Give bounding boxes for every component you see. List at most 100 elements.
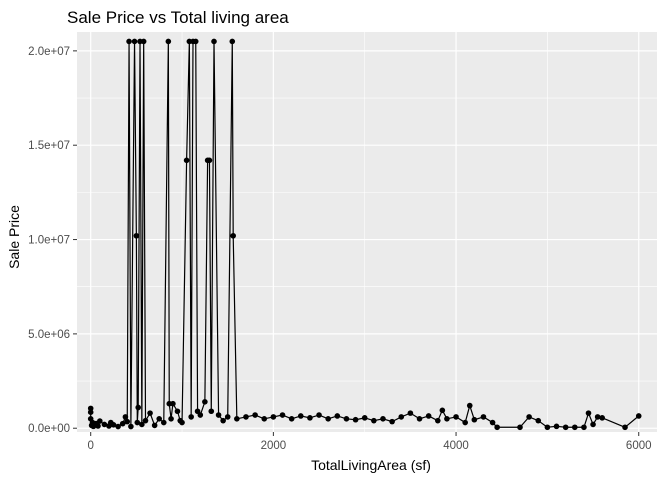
data-point <box>224 414 231 420</box>
data-point <box>128 423 134 430</box>
data-point <box>352 416 359 423</box>
data-point <box>462 419 468 426</box>
data-point <box>571 424 578 431</box>
data-point <box>135 404 141 411</box>
data-point <box>156 415 163 422</box>
data-point <box>270 414 277 420</box>
x-tick-label: 4000 <box>443 440 469 452</box>
data-point <box>526 414 532 420</box>
data-point <box>434 417 441 424</box>
x-tick-label: 0 <box>87 440 93 452</box>
data-point <box>215 412 222 418</box>
data-point <box>517 424 523 431</box>
data-point <box>206 157 213 164</box>
y-tick-label: 1.0e+07 <box>28 235 70 247</box>
data-point <box>115 423 121 430</box>
data-point <box>535 417 542 424</box>
data-point <box>325 415 331 422</box>
data-point <box>179 419 185 426</box>
data-point <box>398 414 405 420</box>
data-point <box>119 420 126 427</box>
data-point <box>230 232 236 239</box>
data-point <box>453 414 459 420</box>
data-point <box>124 418 131 425</box>
y-tick-label: 1.5e+07 <box>28 140 70 152</box>
data-point <box>635 413 642 419</box>
x-axis: 0 2000 4000 6000 <box>87 432 652 452</box>
grid-minor <box>77 32 657 432</box>
data-point <box>261 415 268 422</box>
x-tick-label: 6000 <box>626 440 652 452</box>
data-point <box>389 418 395 425</box>
data-point <box>371 417 377 424</box>
data-point <box>110 422 117 428</box>
data-point <box>279 412 286 418</box>
x-tick-label: 2000 <box>261 440 287 452</box>
data-point <box>160 419 167 426</box>
y-tick-label: 2.0e+07 <box>28 46 70 58</box>
data-point <box>131 38 138 45</box>
data-point <box>343 415 350 422</box>
data-point <box>133 232 140 239</box>
data-point <box>334 413 341 419</box>
data-point <box>380 415 386 422</box>
data-point <box>425 413 432 419</box>
data-point <box>229 38 236 45</box>
data-point <box>183 157 190 164</box>
data-point <box>480 414 487 420</box>
data-point <box>174 408 181 415</box>
data-point <box>197 412 204 418</box>
data-point <box>407 410 414 416</box>
data-point <box>142 417 149 424</box>
data-point <box>444 415 450 422</box>
data-point <box>101 421 108 428</box>
data-point <box>234 415 240 422</box>
data-point <box>220 417 226 424</box>
data-point <box>147 410 153 416</box>
data-points <box>87 38 642 431</box>
data-point <box>544 424 551 431</box>
data-point <box>188 414 194 420</box>
grid-major <box>77 32 657 432</box>
data-point <box>192 38 199 45</box>
data-point <box>599 415 605 421</box>
data-point <box>553 423 560 430</box>
data-point <box>439 407 446 414</box>
x-axis-title: TotalLivingArea (sf) <box>311 457 431 473</box>
data-point <box>208 408 215 415</box>
data-point <box>95 423 101 429</box>
data-point <box>594 414 601 420</box>
data-point <box>288 415 295 422</box>
data-point <box>494 424 500 431</box>
data-point <box>202 399 208 405</box>
data-point <box>466 402 473 409</box>
data-point <box>139 421 145 428</box>
data-point <box>122 414 129 420</box>
data-point <box>307 415 313 421</box>
data-point <box>471 416 478 423</box>
data-point <box>165 38 172 45</box>
data-point <box>252 412 258 418</box>
data-point <box>416 415 423 422</box>
data-point <box>622 424 628 431</box>
data-point <box>140 38 147 45</box>
data-point <box>168 415 174 422</box>
data-point <box>151 422 158 429</box>
data-point <box>585 410 592 416</box>
data-point <box>581 424 587 431</box>
data-point <box>297 413 304 419</box>
data-point <box>134 419 141 426</box>
data-point <box>97 418 103 424</box>
y-axis: 0.0e+00 5.0e+06 1.0e+07 1.5e+07 2.0e+07 <box>28 46 77 435</box>
data-point <box>170 400 176 407</box>
data-point <box>489 419 496 426</box>
data-point <box>126 38 132 45</box>
data-point <box>211 38 217 45</box>
plot-panel <box>77 32 657 432</box>
chart-title: Sale Price vs Total living area <box>67 8 289 27</box>
data-point <box>87 409 94 415</box>
y-tick-label: 5.0e+06 <box>28 329 70 341</box>
data-point <box>243 414 249 420</box>
y-axis-title: Sale Price <box>6 205 22 269</box>
